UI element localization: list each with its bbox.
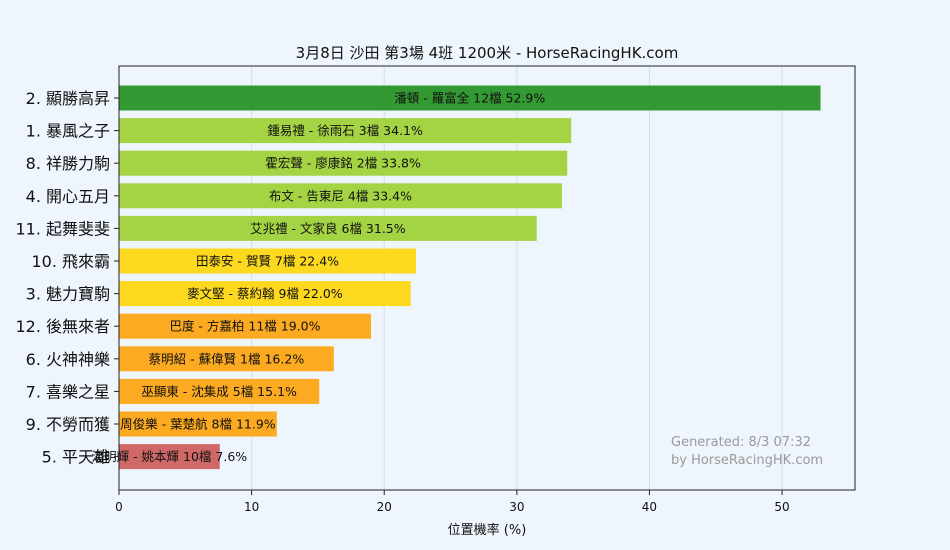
bar xyxy=(119,411,277,437)
category-label: 7. 喜樂之星 xyxy=(26,382,110,401)
plot-frame xyxy=(118,65,856,491)
bar xyxy=(119,281,411,307)
x-axis: 0 10 20 30 40 50 xyxy=(115,490,790,514)
x-tick-label: 40 xyxy=(642,500,657,514)
bar xyxy=(119,346,334,372)
category-label: 1. 暴風之子 xyxy=(26,122,110,141)
bar xyxy=(119,183,562,209)
x-tick-label: 0 xyxy=(115,500,123,514)
bar xyxy=(119,378,320,404)
category-label: 4. 開心五月 xyxy=(26,187,110,206)
category-label: 5. 平天雄 xyxy=(42,448,110,467)
bar-label: 巫顯東 - 沈集成 5檔 15.1% xyxy=(141,384,297,399)
category-label: 8. 祥勝力駒 xyxy=(26,154,110,173)
bar xyxy=(119,118,572,144)
bar-label: 巴度 - 方嘉柏 11檔 19.0% xyxy=(169,319,320,334)
category-label: 11. 起舞斐斐 xyxy=(15,219,110,238)
category-label: 9. 不勞而獲 xyxy=(26,415,110,434)
category-label: 12. 後無來者 xyxy=(15,317,110,336)
x-tick-label: 30 xyxy=(509,500,524,514)
x-tick-label: 10 xyxy=(244,500,259,514)
x-tick-label: 50 xyxy=(774,500,789,514)
bar xyxy=(119,444,220,470)
bar-label: 布文 - 告東尼 4檔 33.4% xyxy=(269,188,412,203)
bar xyxy=(119,248,417,274)
category-label: 6. 火神神樂 xyxy=(26,350,110,369)
y-axis: 2. 顯勝高昇 1. 暴風之子 8. 祥勝力駒 4. 開心五月 11. 起舞斐斐 10. … xyxy=(15,89,119,467)
bar-label: 麥文堅 - 蔡約翰 9檔 22.0% xyxy=(187,286,343,301)
bars: 潘頓 - 羅富全 12檔 52.9% 鍾易禮 - 徐雨石 3檔 34.1% 霍宏聲 … xyxy=(92,85,821,470)
bar xyxy=(119,313,371,339)
x-tick-label: 20 xyxy=(377,500,392,514)
bar xyxy=(119,215,537,241)
bar-label: 潘頓 - 羅富全 12檔 52.9% xyxy=(394,91,545,106)
bar-label: 周俊樂 - 葉楚航 8檔 11.9% xyxy=(120,417,276,432)
bar-label: 蔡明紹 - 蘇偉賢 1檔 16.2% xyxy=(149,351,305,366)
bar-label: 潘明輝 - 姚本輝 10檔 7.6% xyxy=(92,449,248,464)
watermark-site: by HorseRacingHK.com xyxy=(671,453,823,468)
bar-label: 艾兆禮 - 文家良 6檔 31.5% xyxy=(250,221,406,236)
x-axis-label: 位置機率 (%) xyxy=(448,522,527,538)
bar-label: 鍾易禮 - 徐雨石 3檔 34.1% xyxy=(267,123,423,138)
category-label: 2. 顯勝高昇 xyxy=(26,89,110,108)
bar xyxy=(119,85,821,111)
bar-label: 霍宏聲 - 廖康銘 2檔 33.8% xyxy=(265,156,421,171)
chart-title: 3月8日 沙田 第3場 4班 1200米 - HorseRacingHK.com xyxy=(296,44,679,62)
category-label: 10. 飛來霸 xyxy=(31,252,110,271)
bar-label: 田泰安 - 賀賢 7檔 22.4% xyxy=(196,254,339,269)
bar xyxy=(119,150,568,176)
category-label: 3. 魅力寶駒 xyxy=(26,285,110,304)
watermark-generated: Generated: 8/3 07:32 xyxy=(671,435,811,450)
